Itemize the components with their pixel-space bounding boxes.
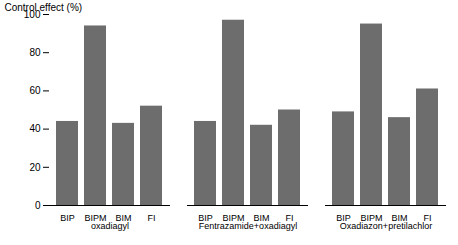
svg-text:BIM: BIM xyxy=(115,212,132,223)
svg-text:BIPM: BIPM xyxy=(360,212,383,223)
svg-text:BIM: BIM xyxy=(391,212,408,223)
svg-text:0: 0 xyxy=(35,200,41,211)
svg-text:BIPM: BIPM xyxy=(222,212,245,223)
svg-text:40: 40 xyxy=(29,123,41,134)
svg-text:BIP: BIP xyxy=(198,212,213,223)
svg-text:60: 60 xyxy=(29,85,41,96)
svg-text:BIP: BIP xyxy=(60,213,75,223)
svg-text:Control effect (%): Control effect (%) xyxy=(5,2,83,13)
svg-text:20: 20 xyxy=(29,162,41,173)
svg-text:80: 80 xyxy=(29,47,41,58)
svg-text:FI: FI xyxy=(285,212,294,223)
svg-text:FI: FI xyxy=(148,213,156,223)
svg-text:FI: FI xyxy=(423,212,432,223)
svg-text:100: 100 xyxy=(23,8,41,20)
svg-text:Oxadiazon+pretilachlor: Oxadiazon+pretilachlor xyxy=(340,221,432,231)
svg-text:oxadiagyl: oxadiagyl xyxy=(91,221,129,231)
svg-text:Fentrazamide+oxadiagyl: Fentrazamide+oxadiagyl xyxy=(199,221,297,231)
svg-text:BIP: BIP xyxy=(336,212,351,223)
svg-text:BIM: BIM xyxy=(253,212,270,223)
svg-text:BIPM: BIPM xyxy=(84,212,107,223)
